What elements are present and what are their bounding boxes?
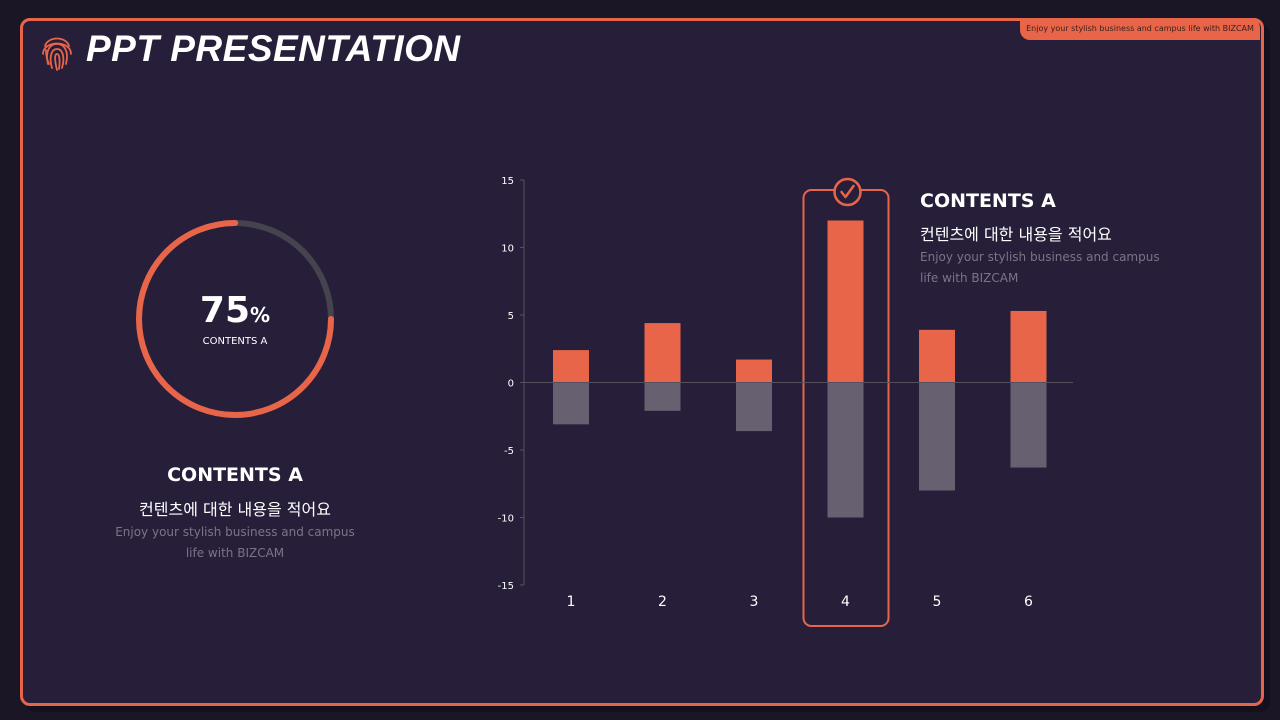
bar-positive [1010, 310, 1047, 383]
fingerprint-icon [42, 37, 72, 71]
donut-progress [136, 220, 334, 418]
bar-negative [919, 382, 955, 491]
bar-negative [553, 382, 589, 425]
gauge-unit: % [250, 303, 271, 327]
progress-donut [136, 220, 334, 418]
check-mark [840, 184, 855, 199]
y-tick-label: -10 [498, 514, 514, 525]
y-tick-label: -15 [498, 581, 514, 592]
page-title: PPT PRESENTATION [86, 28, 461, 69]
left-block-subtitle: 컨텐츠에 대한 내용을 적어요 [139, 500, 331, 519]
left-block-description: Enjoy your stylish business and campus l… [115, 525, 355, 560]
bar-negative [644, 382, 681, 411]
check-circle-icon [833, 177, 862, 207]
bar-negative [736, 382, 772, 432]
y-tick-label: 15 [501, 176, 514, 187]
bar-negative [827, 382, 864, 518]
x-tick-label: 4 [841, 594, 850, 610]
x-tick-label: 6 [1024, 594, 1033, 610]
tagline-badge: Enjoy your stylish business and campus l… [1020, 18, 1260, 40]
gauge-value: 75% [175, 290, 295, 331]
right-block-subtitle: 컨텐츠에 대한 내용을 적어요 [920, 225, 1112, 244]
y-tick-label: 0 [508, 379, 514, 390]
bar-positive [736, 359, 772, 383]
x-tick-label: 3 [750, 594, 759, 610]
left-block-title: CONTENTS A [167, 464, 303, 486]
bar-positive [827, 220, 864, 383]
bar-positive [644, 323, 681, 383]
bar-negative [1010, 382, 1047, 468]
gauge-label: CONTENTS A [202, 336, 268, 347]
bar-positive [919, 329, 955, 383]
x-tick-label: 1 [567, 594, 576, 610]
y-tick-label: 5 [508, 311, 514, 322]
y-tick-label: 10 [501, 244, 514, 255]
bar-positive [553, 350, 589, 383]
y-tick-label: -5 [504, 446, 514, 457]
x-tick-label: 2 [658, 594, 667, 610]
slide-frame [20, 18, 1264, 706]
right-block-description: Enjoy your stylish business and campus l… [920, 250, 1160, 285]
right-block-title: CONTENTS A [920, 190, 1056, 212]
gauge-number: 75 [199, 290, 251, 331]
x-tick-label: 5 [933, 594, 942, 610]
